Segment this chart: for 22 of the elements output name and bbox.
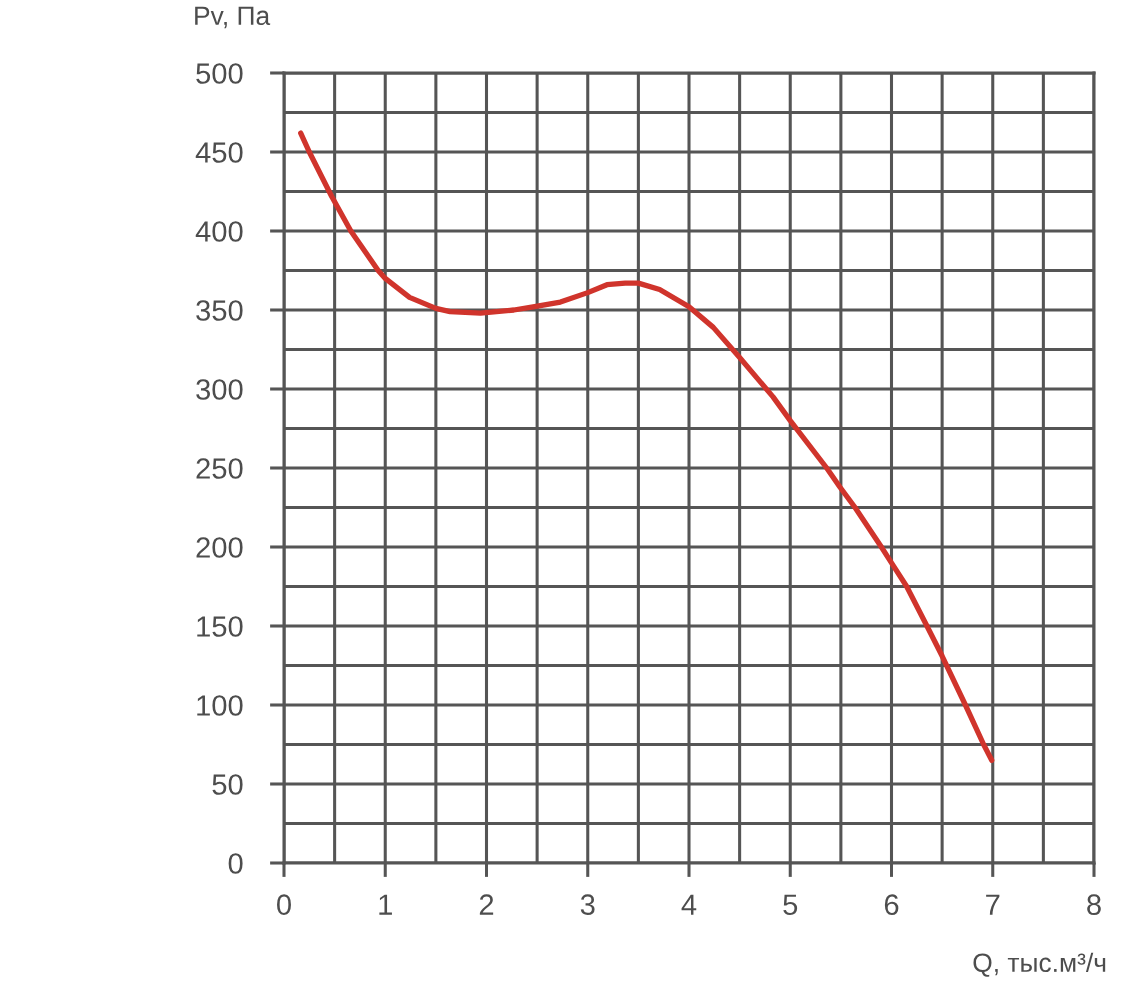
x-tick-label: 3 [580, 894, 595, 915]
y-tick-label: 50 [212, 774, 243, 795]
y-tick-label: 250 [196, 458, 243, 479]
x-tick-label: 5 [783, 894, 798, 915]
x-axis-title: Q, тыс.м³/ч [973, 952, 1106, 977]
y-tick-label: 400 [195, 221, 243, 242]
y-tick-label: 150 [197, 616, 243, 637]
x-tick-label: 6 [884, 894, 899, 915]
x-tick-label: 7 [986, 894, 1000, 915]
y-axis-title: Pv, Па [195, 6, 271, 29]
y-tick-label: 0 [228, 853, 243, 874]
x-tick-label: 8 [1087, 894, 1101, 915]
y-tick-label: 350 [196, 300, 243, 321]
x-tick-label: 1 [379, 894, 392, 915]
y-tick-label: 500 [196, 63, 243, 84]
y-tick-label: 200 [196, 537, 243, 558]
x-tick-label: 0 [277, 894, 291, 915]
y-tick-label: 450 [195, 142, 243, 163]
y-tick-label: 100 [197, 695, 243, 716]
x-tick-label: 2 [479, 894, 494, 915]
y-tick-label: 300 [196, 379, 243, 400]
x-tick-label: 4 [681, 894, 697, 915]
